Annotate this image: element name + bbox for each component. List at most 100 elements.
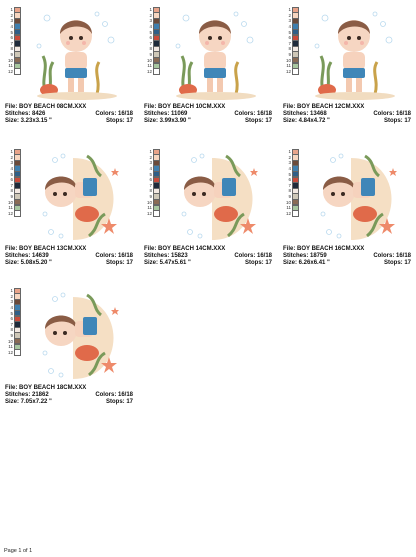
bubble-shape: [48, 229, 54, 235]
starfish-shape: [379, 218, 395, 234]
starfish-shape: [389, 168, 397, 176]
info-label: File:: [144, 246, 157, 252]
info-label: Stitches:: [5, 111, 31, 118]
bubble-shape: [197, 233, 203, 239]
hair-shape: [323, 176, 355, 190]
embroidery-illustration: [175, 11, 256, 100]
palette-number: 11: [8, 344, 13, 350]
palette-row: 12: [283, 210, 311, 217]
palette-number: 12: [7, 349, 13, 355]
design-card: 1 2 3 4 5 6 7 8 9 10 11 12 File: BOY BEACH 10CM.XXX S…: [144, 6, 272, 126]
palette-number: 9: [10, 52, 13, 58]
palette-number: 3: [10, 299, 13, 305]
design-card: 1 2 3 4 5 6 7 8 9 10 11 12 File: BOY BEACH 14CM.XXX S…: [144, 148, 272, 268]
palette-number: 4: [149, 166, 152, 172]
info-value-file: BOY BEACH 10CM.XXX: [156, 104, 226, 110]
bubble-shape: [42, 350, 48, 356]
palette-number: 2: [149, 12, 152, 18]
info-label: Colors:: [95, 253, 117, 260]
embroidery-illustration: [42, 292, 119, 379]
bubble-shape: [58, 233, 64, 239]
palette-number: 4: [288, 166, 291, 172]
info-label: Stitches:: [283, 111, 309, 118]
info-value-size: 3.23x3.15 ": [19, 118, 52, 125]
color-palette-list: 1 2 3 4 5 6 7 8 9 10 11 12: [283, 148, 311, 217]
bubble-shape: [102, 21, 108, 27]
design-preview: 1 2 3 4 5 6 7 8 9 10 11 12: [5, 148, 133, 242]
info-value-file: BOY BEACH 12CM.XXX: [295, 104, 365, 110]
bubble-shape: [36, 43, 42, 49]
palette-number: 12: [285, 68, 291, 74]
hair-shape: [338, 20, 370, 34]
palette-number: 2: [288, 12, 291, 18]
starfish-shape: [240, 218, 256, 234]
bubble-shape: [175, 43, 181, 49]
bubble-shape: [330, 157, 336, 163]
info-value-file: BOY BEACH 18CM.XXX: [17, 385, 87, 391]
seaweed-shape: [234, 61, 240, 95]
palette-number: 3: [288, 160, 291, 166]
hair-shape: [199, 20, 231, 34]
design-preview: 1 2 3 4 5 6 7 8 9 10 11 12: [144, 148, 272, 242]
hair-shape: [184, 176, 216, 190]
head-shape: [184, 177, 216, 207]
info-value-size: 7.05x7.22 ": [19, 399, 52, 406]
bubble-shape: [233, 11, 239, 17]
palette-number: 8: [149, 46, 152, 52]
info-value-file: BOY BEACH 14CM.XXX: [156, 246, 226, 252]
design-preview: 1 2 3 4 5 6 7 8 9 10 11 12: [283, 148, 411, 242]
palette-number: 4: [288, 24, 291, 30]
palette-number: 2: [10, 154, 13, 160]
palette-number: 11: [286, 63, 291, 69]
palette-number: 5: [10, 171, 13, 177]
design-card: 1 2 3 4 5 6 7 8 9 10 11 12 File: BOY BEACH 16CM.XXX S…: [283, 148, 411, 268]
palette-number: 7: [288, 182, 291, 188]
palette-number: 12: [146, 68, 152, 74]
color-palette-list: 1 2 3 4 5 6 7 8 9 10 11 12: [144, 6, 172, 75]
palette-number: 6: [149, 35, 152, 41]
palette-number: 8: [149, 188, 152, 194]
info-label: Stops:: [244, 260, 264, 267]
design-info: File: BOY BEACH 12CM.XXX Stitches: 13468 C…: [283, 104, 411, 126]
design-preview: 1 2 3 4 5 6 7 8 9 10 11 12: [5, 6, 133, 100]
bubble-shape: [191, 157, 197, 163]
info-value-file: BOY BEACH 16CM.XXX: [295, 246, 365, 252]
color-swatch: [292, 210, 299, 217]
info-value-size: 3.99x3.90 ": [158, 118, 191, 125]
info-value-stitches: 15823: [169, 253, 188, 260]
info-label: File:: [5, 246, 18, 252]
design-card: 1 2 3 4 5 6 7 8 9 10 11 12 File: BOY BEACH 13CM.XXX S…: [5, 148, 133, 268]
hair-shape: [45, 176, 77, 190]
palette-row: 12: [5, 68, 33, 75]
palette-number: 2: [10, 12, 13, 18]
palette-number: 10: [146, 199, 152, 205]
info-label: Stitches:: [5, 392, 31, 399]
info-label: Colors:: [95, 111, 117, 118]
info-label: Stops:: [383, 118, 403, 125]
info-value-stitches: 13468: [308, 111, 327, 118]
sand-shape: [37, 92, 117, 100]
design-card: 1 2 3 4 5 6 7 8 9 10 11 12 File: BOY BEACH 18CM.XXX S…: [5, 287, 133, 407]
palette-number: 8: [288, 46, 291, 52]
hair-shape: [45, 315, 77, 329]
palette-number: 1: [10, 149, 13, 155]
seaweed-shape: [86, 293, 106, 377]
design-preview: 1 2 3 4 5 6 7 8 9 10 11 12: [283, 6, 411, 100]
seaweed-shape: [225, 154, 245, 238]
palette-number: 10: [7, 57, 13, 63]
palette-row: 12: [144, 68, 172, 75]
palette-number: 6: [10, 35, 13, 41]
bubble-shape: [372, 11, 378, 17]
palette-number: 8: [10, 46, 13, 52]
palette-number: 7: [288, 40, 291, 46]
info-value-stops: 17: [402, 260, 411, 267]
starfish-shape: [111, 307, 119, 315]
palette-number: 11: [147, 63, 152, 69]
seaweed-shape: [86, 154, 106, 238]
info-value-colors: 16/18: [255, 253, 272, 260]
palette-number: 6: [149, 177, 152, 183]
torso-shape: [343, 52, 365, 70]
info-label: File:: [144, 104, 157, 110]
info-label: Stops:: [244, 118, 264, 125]
palette-number: 3: [149, 160, 152, 166]
